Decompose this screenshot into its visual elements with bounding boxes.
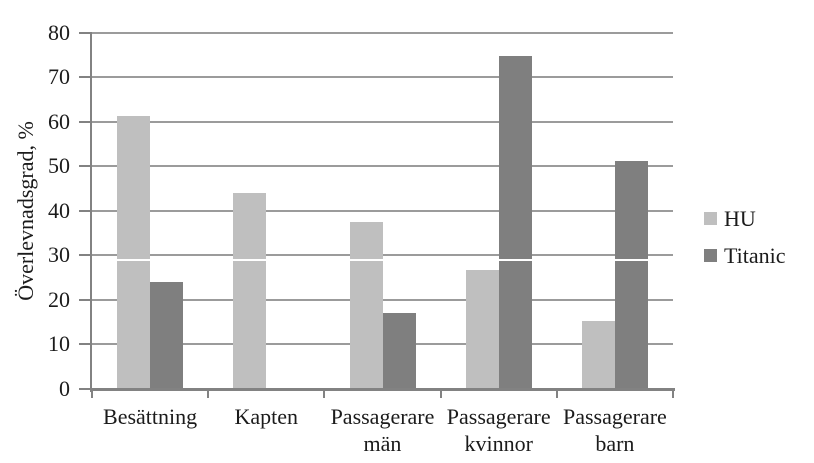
y-axis-tick-label: 60 <box>48 108 70 134</box>
y-axis-tick-label: 30 <box>48 242 70 268</box>
x-axis-label-line: Passagerare <box>562 404 667 429</box>
bar-hu-4 <box>581 320 615 389</box>
x-axis-tick <box>207 391 210 398</box>
legend-item-hu: HU <box>704 200 786 237</box>
y-axis-tick <box>79 298 91 301</box>
legend-label-titanic: Titanic <box>724 242 786 268</box>
y-axis-tick-label: 70 <box>48 64 70 90</box>
bar-hu-3 <box>465 270 499 389</box>
x-axis-label-line: Passagerare <box>446 404 551 429</box>
legend-label-hu: HU <box>724 205 756 231</box>
gridline <box>92 120 673 123</box>
x-axis-label-4: Passagerare barn <box>549 403 681 457</box>
x-axis-tick <box>672 391 674 398</box>
x-axis-label-0: Besättning <box>84 403 216 430</box>
x-axis-label-line: barn <box>595 431 635 456</box>
bar-hu-1 <box>233 192 267 389</box>
y-axis-tick <box>79 120 91 123</box>
x-axis-label-line: män <box>363 431 402 456</box>
x-axis-label-3: Passagerare kvinnor <box>433 403 565 457</box>
x-axis-label-line: kvinnor <box>464 431 533 456</box>
y-axis-tick-label: 80 <box>48 19 70 45</box>
y-axis-tick <box>79 209 91 212</box>
y-axis-tick <box>79 165 91 168</box>
bar-hu-0 <box>117 116 151 389</box>
y-axis-line <box>90 32 92 392</box>
gridline <box>92 209 673 212</box>
legend-swatch-titanic <box>704 249 717 262</box>
y-axis-tick <box>79 343 91 346</box>
bar-hu-2 <box>349 221 383 389</box>
gridline <box>92 254 673 257</box>
gridline <box>92 76 673 79</box>
bar-titanic-3 <box>498 56 532 389</box>
y-axis-tick <box>79 388 91 390</box>
gridline <box>92 165 673 168</box>
gridline <box>92 298 673 301</box>
x-axis-tick <box>323 391 326 398</box>
x-axis-label-2: Passagerare män <box>316 403 448 457</box>
y-axis-tick-label: 50 <box>48 153 70 179</box>
x-axis-tick <box>555 391 558 398</box>
gridline <box>92 31 673 34</box>
bar-titanic-2 <box>382 313 416 389</box>
y-axis-tick-label: 0 <box>59 376 70 401</box>
x-axis-label-line: Besättning <box>103 404 198 429</box>
y-axis-tick-label: 10 <box>48 331 70 357</box>
x-axis-label-line: Kapten <box>234 404 299 429</box>
white-artifact-line <box>92 258 673 261</box>
legend: HU Titanic <box>704 200 786 274</box>
legend-swatch-hu <box>704 212 717 225</box>
y-axis-tick <box>79 254 91 257</box>
bar-titanic-0 <box>150 282 184 389</box>
x-axis-line <box>90 388 675 391</box>
y-axis-tick-label: 20 <box>48 286 70 312</box>
x-axis-label-1: Kapten <box>200 403 332 430</box>
x-axis-label-line: Passagerare <box>330 404 435 429</box>
y-axis-tick <box>79 76 91 79</box>
x-axis-tick <box>91 391 93 398</box>
y-axis-tick <box>79 31 91 34</box>
legend-item-titanic: Titanic <box>704 237 786 274</box>
bar-titanic-4 <box>614 160 648 389</box>
x-axis-tick <box>439 391 442 398</box>
y-axis-tick-label: 40 <box>48 197 70 223</box>
